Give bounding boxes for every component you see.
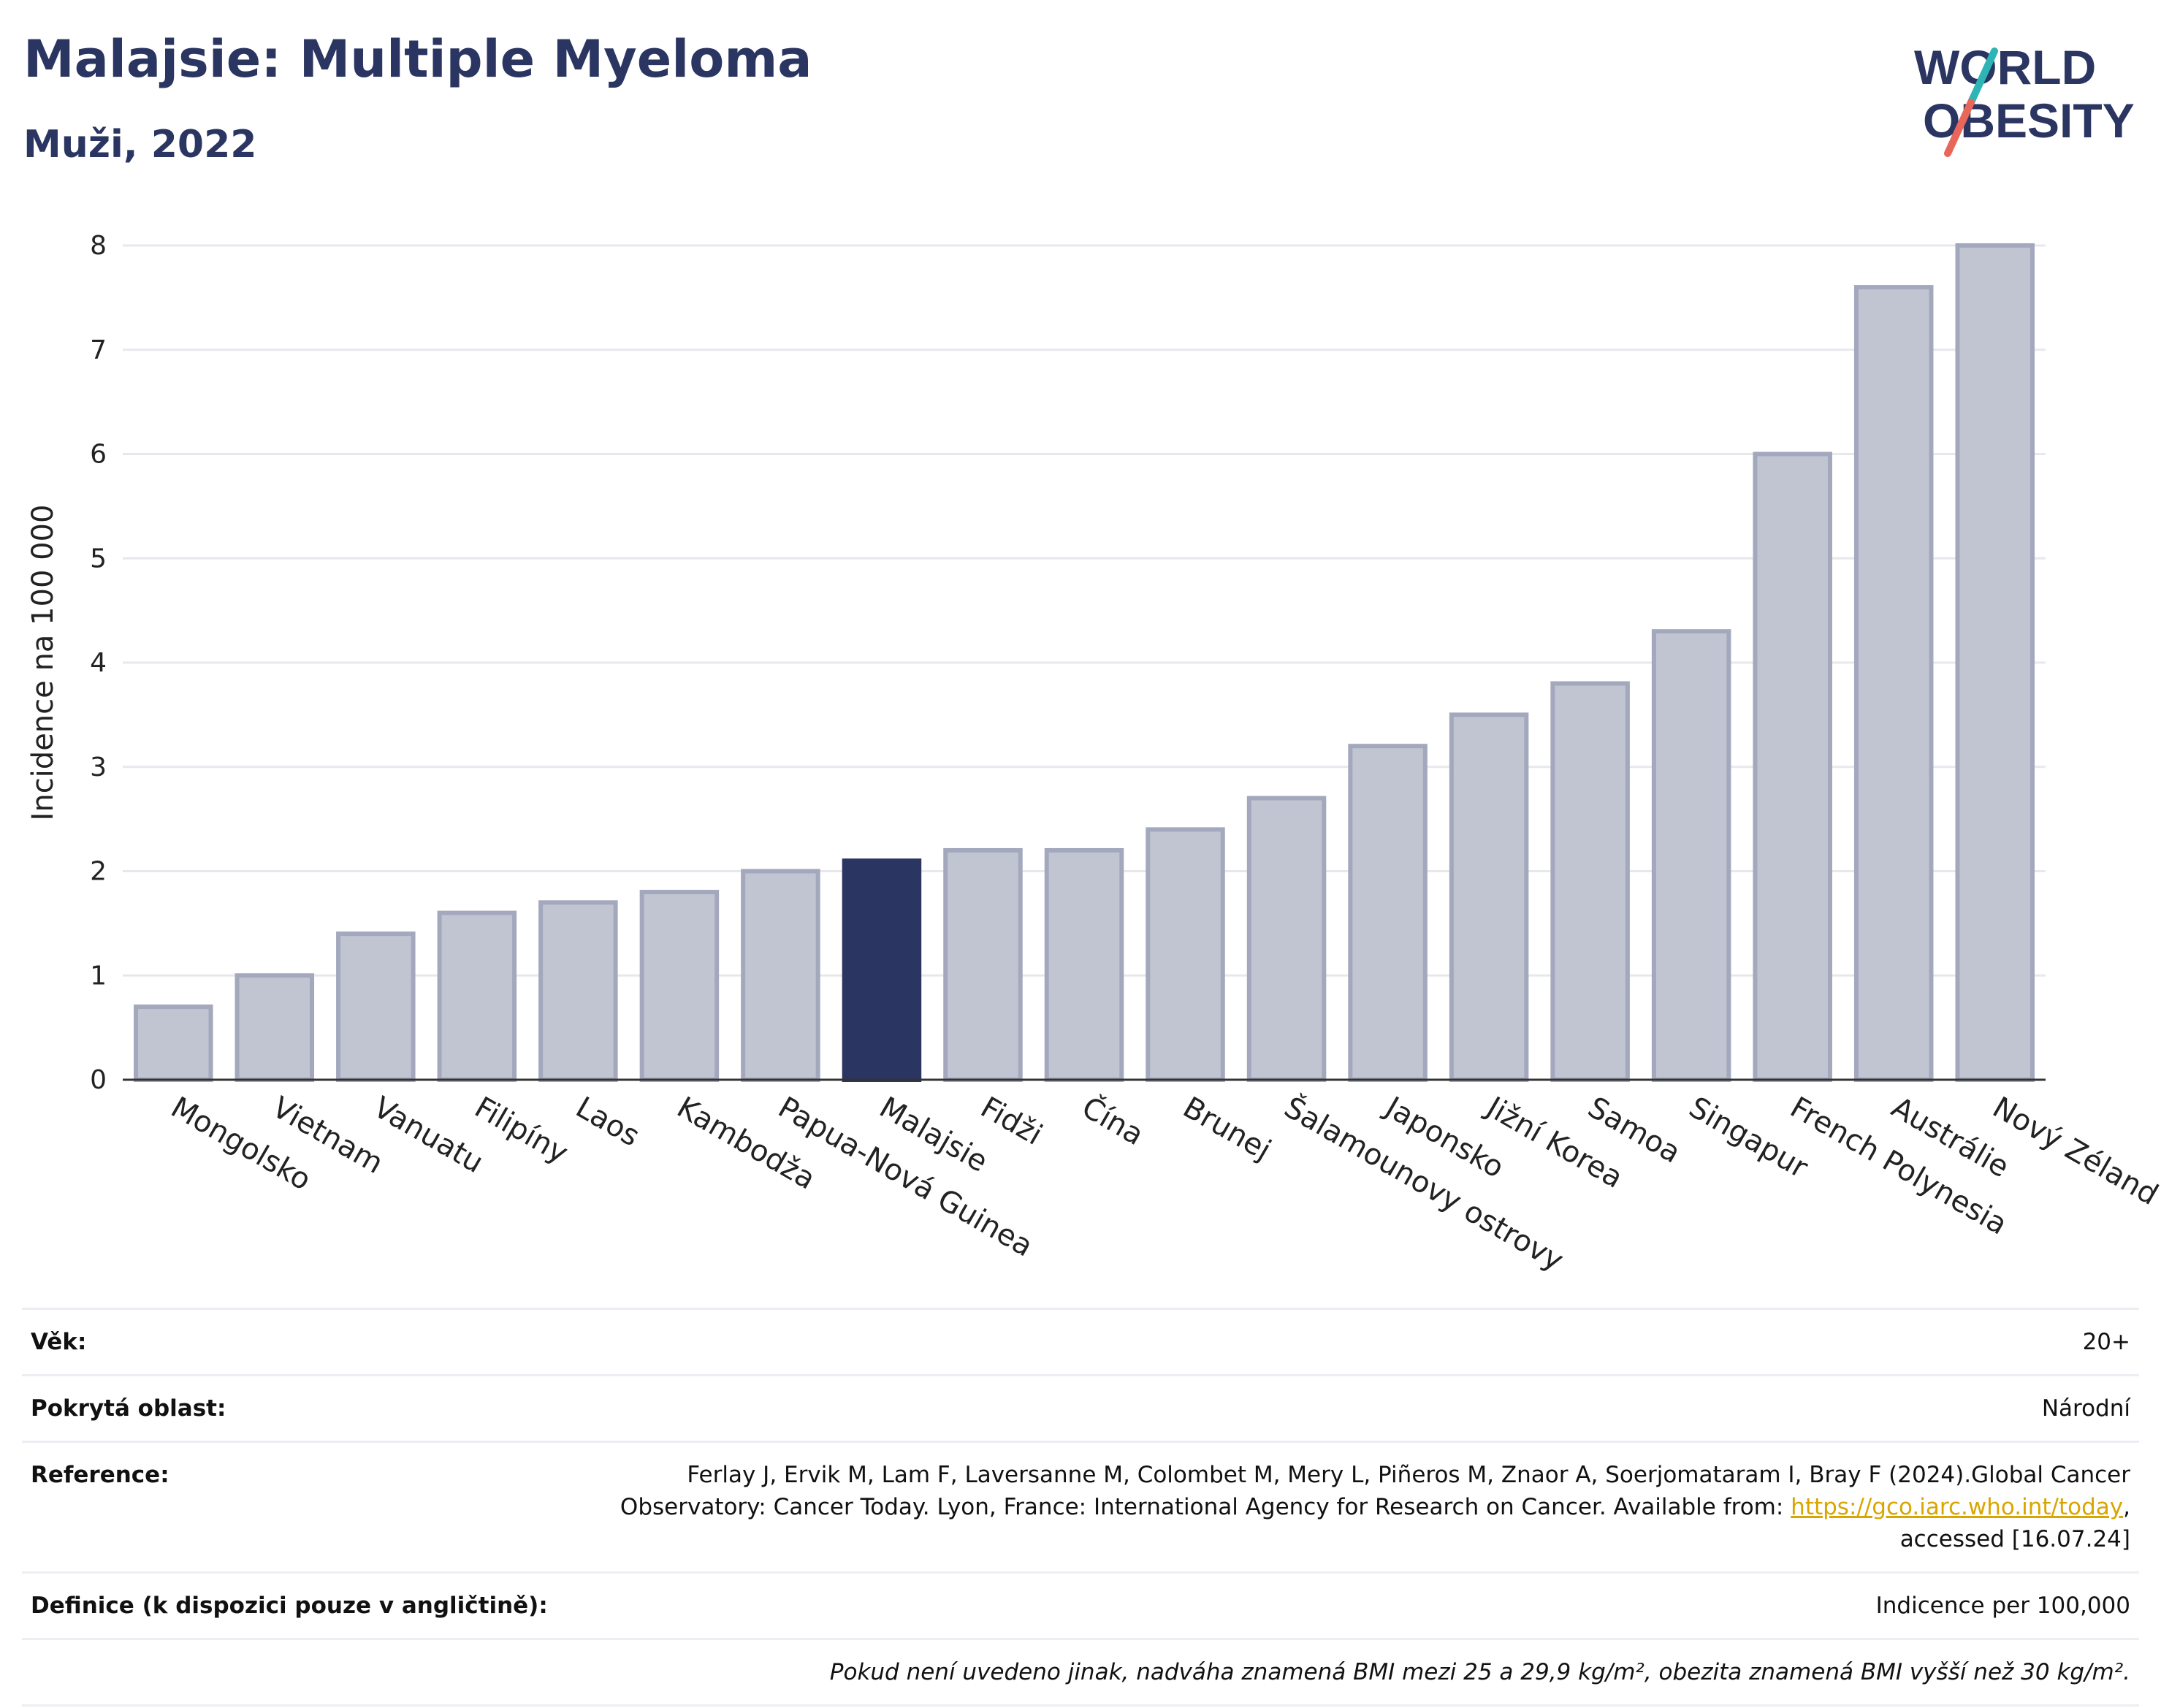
bar	[134, 1004, 213, 1082]
reference-link[interactable]: https://gco.iarc.who.int/today	[1791, 1494, 2124, 1520]
y-tick-label: 0	[90, 1065, 107, 1095]
y-tick-label: 8	[90, 231, 107, 261]
logo-slash-teal-icon	[1967, 47, 1998, 106]
y-tick-label: 3	[90, 752, 107, 782]
bar	[1651, 629, 1731, 1082]
reference-text-2: , accessed [16.07.24]	[1899, 1494, 2130, 1552]
bar	[1955, 243, 2035, 1082]
y-tick-label: 7	[90, 335, 107, 365]
info-row-coverage: Pokrytá oblast: Národní	[22, 1374, 2139, 1441]
y-tick-label: 5	[90, 544, 107, 573]
definition-key: Definice (k dispozici pouze v angličtině…	[31, 1593, 548, 1619]
reference-text-1: Ferlay J, Ervik M, Lam F, Laversanne M, …	[620, 1462, 2130, 1520]
bar	[538, 900, 618, 1082]
bar	[943, 847, 1023, 1082]
bar	[639, 890, 720, 1083]
bar	[842, 858, 922, 1082]
logo-line1: WORLD	[1914, 40, 2096, 94]
info-table: Věk: 20+ Pokrytá oblast: Národní Referen…	[22, 1308, 2139, 1707]
chart-title: Malajsie: Multiple Myeloma	[23, 29, 812, 89]
chart-subtitle: Muži, 2022	[23, 123, 257, 167]
info-row-age: Věk: 20+	[22, 1308, 2139, 1374]
definition-value: Indicence per 100,000	[1875, 1593, 2130, 1619]
coverage-key: Pokrytá oblast:	[31, 1395, 226, 1422]
x-tick-label: Laos	[570, 1091, 645, 1154]
y-tick-label: 6	[90, 440, 107, 470]
y-axis-label: Incidence na 100 000	[26, 505, 60, 821]
y-tick-label: 4	[90, 648, 107, 678]
bar	[437, 910, 517, 1082]
x-tick-label: Brunej	[1178, 1091, 1277, 1167]
x-tick-label: Fidži	[975, 1091, 1048, 1152]
bar	[1348, 744, 1428, 1082]
reference-key: Reference:	[31, 1462, 169, 1488]
bar	[1550, 681, 1630, 1082]
bar	[1853, 285, 1934, 1083]
bar	[336, 931, 416, 1083]
info-row-note: Pokud není uvedeno jinak, nadváha znamen…	[22, 1638, 2139, 1707]
x-tick-label: Filipíny	[469, 1091, 573, 1170]
y-tick-label: 1	[90, 961, 107, 991]
reference-value: Ferlay J, Ervik M, Lam F, Laversanne M, …	[596, 1459, 2130, 1555]
x-tick-label: Vanuatu	[367, 1091, 489, 1180]
bar	[1146, 827, 1225, 1083]
logo-slash-red-icon	[1944, 99, 1975, 157]
bar	[1449, 712, 1529, 1082]
bar	[1753, 451, 1832, 1082]
x-tick-label: Nový Zéland	[1987, 1091, 2161, 1212]
x-tick-label: Čína	[1076, 1089, 1150, 1152]
bar	[741, 869, 820, 1082]
world-obesity-logo: WORLD OBESITY	[1914, 40, 2135, 157]
y-tick-label: 2	[90, 857, 107, 887]
bar	[1044, 847, 1124, 1082]
coverage-value: Národní	[2041, 1395, 2130, 1422]
age-value: 20+	[2082, 1329, 2130, 1355]
bar	[1246, 796, 1327, 1082]
bmi-note: Pokud není uvedeno jinak, nadváha znamen…	[829, 1659, 2130, 1685]
info-row-definition: Definice (k dispozici pouze v angličtině…	[22, 1571, 2139, 1638]
bar	[235, 973, 315, 1082]
age-key: Věk:	[31, 1329, 87, 1355]
info-row-reference: Reference: Ferlay J, Ervik M, Lam F, Lav…	[22, 1441, 2139, 1571]
